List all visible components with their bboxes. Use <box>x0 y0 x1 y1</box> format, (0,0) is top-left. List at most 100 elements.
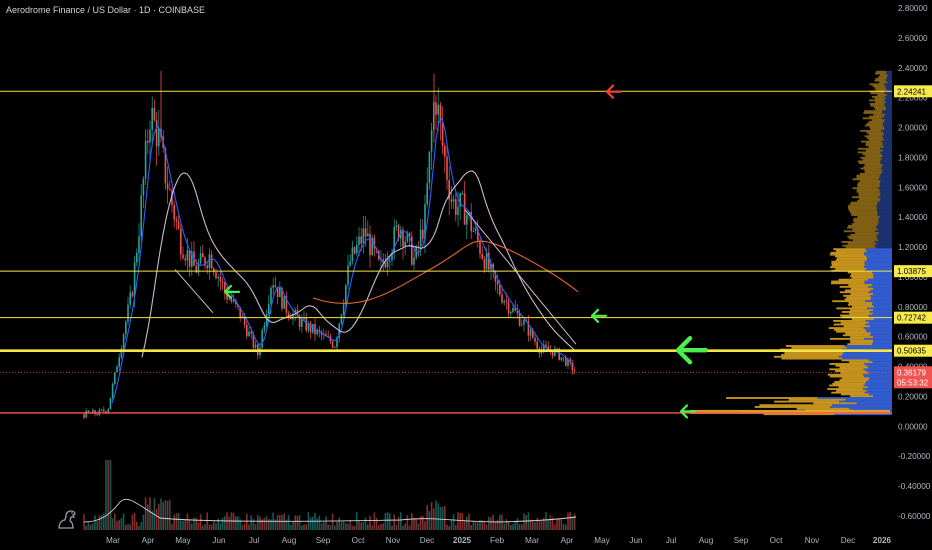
volume-profile-bar <box>868 366 892 369</box>
volume-profile-bar <box>867 278 892 281</box>
volume-bar <box>474 522 477 530</box>
volume-bar <box>483 521 486 530</box>
volume-bar <box>441 506 444 530</box>
time-tick-label: Mar <box>106 536 120 545</box>
candle-body <box>459 193 461 207</box>
volume-bar <box>131 514 134 530</box>
volume-bar <box>463 520 466 530</box>
volume-profile-bar <box>835 259 867 261</box>
volume-profile-bar <box>859 180 881 183</box>
volume-bar <box>243 523 246 530</box>
volume-bar <box>470 525 472 530</box>
candle-body <box>83 414 85 418</box>
candle-body <box>230 298 233 302</box>
volume-bar <box>518 524 521 530</box>
price-tick-label: 2.20000 <box>898 94 928 103</box>
horizontal-levels[interactable] <box>0 90 892 414</box>
candle-body <box>215 272 217 279</box>
volume-profile-bar <box>830 266 865 269</box>
candle-body <box>450 199 453 202</box>
volume-bar <box>391 525 393 530</box>
volume-bar <box>254 524 257 530</box>
volume-profile-bar <box>882 144 892 147</box>
volume-profile-bar <box>845 246 876 249</box>
candle-body <box>389 260 391 262</box>
volume-profile-bar <box>880 151 892 154</box>
candle-body <box>554 348 556 356</box>
volume-profile-bar <box>879 174 892 177</box>
volume-profile-bar <box>862 153 882 156</box>
volume-bar <box>270 519 272 530</box>
price-axis[interactable]: 2.80000 2.60000 2.40000 2.20000 2.00000 1.800… <box>898 4 931 521</box>
volume-profile-bar <box>864 266 892 269</box>
candle-body <box>125 321 127 335</box>
candle-body <box>136 252 138 263</box>
volume-profile-bar <box>868 314 892 317</box>
volume-bar <box>560 519 563 530</box>
volume-profile-bar <box>872 302 892 304</box>
candle-body <box>371 237 373 256</box>
volume-profile-bar <box>880 162 892 165</box>
volume-profile-bar <box>870 104 885 107</box>
time-tick-label: Dec <box>420 536 435 545</box>
volume-bar <box>461 512 464 530</box>
candle-body <box>573 370 576 372</box>
volume-bar <box>444 506 446 530</box>
candle-body <box>140 195 142 237</box>
volume-profile-bar <box>849 203 878 206</box>
volume-bar <box>85 525 87 530</box>
price-tick-label: 0.60000 <box>898 333 928 342</box>
candle-body <box>197 263 200 273</box>
volume-bar <box>507 520 510 530</box>
candle-body <box>362 228 365 244</box>
price-tick-label: -0.60000 <box>898 512 931 521</box>
volume-profile-bar <box>875 230 892 233</box>
candle-body <box>567 359 569 366</box>
volume-bar <box>122 513 125 530</box>
volume-profile-bar <box>859 198 881 200</box>
volume-profile-bar <box>883 138 892 141</box>
volume-profile-bar <box>850 336 874 339</box>
time-axis[interactable]: Mar Apr May Jun Jul Aug Sep Oct Nov Dec 2025 Feb Mar… <box>106 536 892 545</box>
volume-profile-bar <box>883 133 892 136</box>
volume-profile-bar <box>835 364 867 367</box>
candle-body <box>477 228 479 241</box>
volume-profile-bar <box>829 384 864 387</box>
candle-body <box>510 312 512 314</box>
candle-body <box>364 228 367 237</box>
candle-body <box>166 183 169 190</box>
candle-body <box>494 271 497 282</box>
volume-profile-bar <box>861 140 882 143</box>
candle-body <box>558 348 560 360</box>
candle-body <box>182 254 184 259</box>
candle-body <box>463 193 466 225</box>
candle-body <box>279 287 281 298</box>
current-price-text: 0.36179 <box>897 368 926 377</box>
volume-bar <box>540 521 543 530</box>
volume-bar <box>334 525 336 530</box>
volume-bar <box>248 524 250 530</box>
volume-profile-bar <box>845 289 871 292</box>
candle-body <box>358 236 360 245</box>
tradingview-dino-icon[interactable] <box>56 508 80 530</box>
annotation-arrows <box>223 84 709 419</box>
volume-profile-bar <box>864 282 892 285</box>
volume-bar <box>120 517 123 530</box>
price-tick-label: 1.60000 <box>898 183 928 192</box>
volume-bar <box>545 512 547 530</box>
time-tick-label: Oct <box>770 536 783 545</box>
arrow-left-icon <box>675 335 709 365</box>
candle-body <box>391 252 393 261</box>
candle-body <box>424 204 426 239</box>
candle-body <box>155 120 158 147</box>
price-tick-label: 1.80000 <box>898 153 928 162</box>
volume-profile-bar <box>796 407 850 410</box>
volume-profile-bar <box>880 147 892 150</box>
price-tick-label: 2.60000 <box>898 34 928 43</box>
candle-body <box>560 357 563 360</box>
volume-bar <box>303 524 305 530</box>
volume-profile-bar <box>872 271 892 274</box>
volume-profile-bar <box>834 328 866 331</box>
trend-line <box>464 209 577 345</box>
